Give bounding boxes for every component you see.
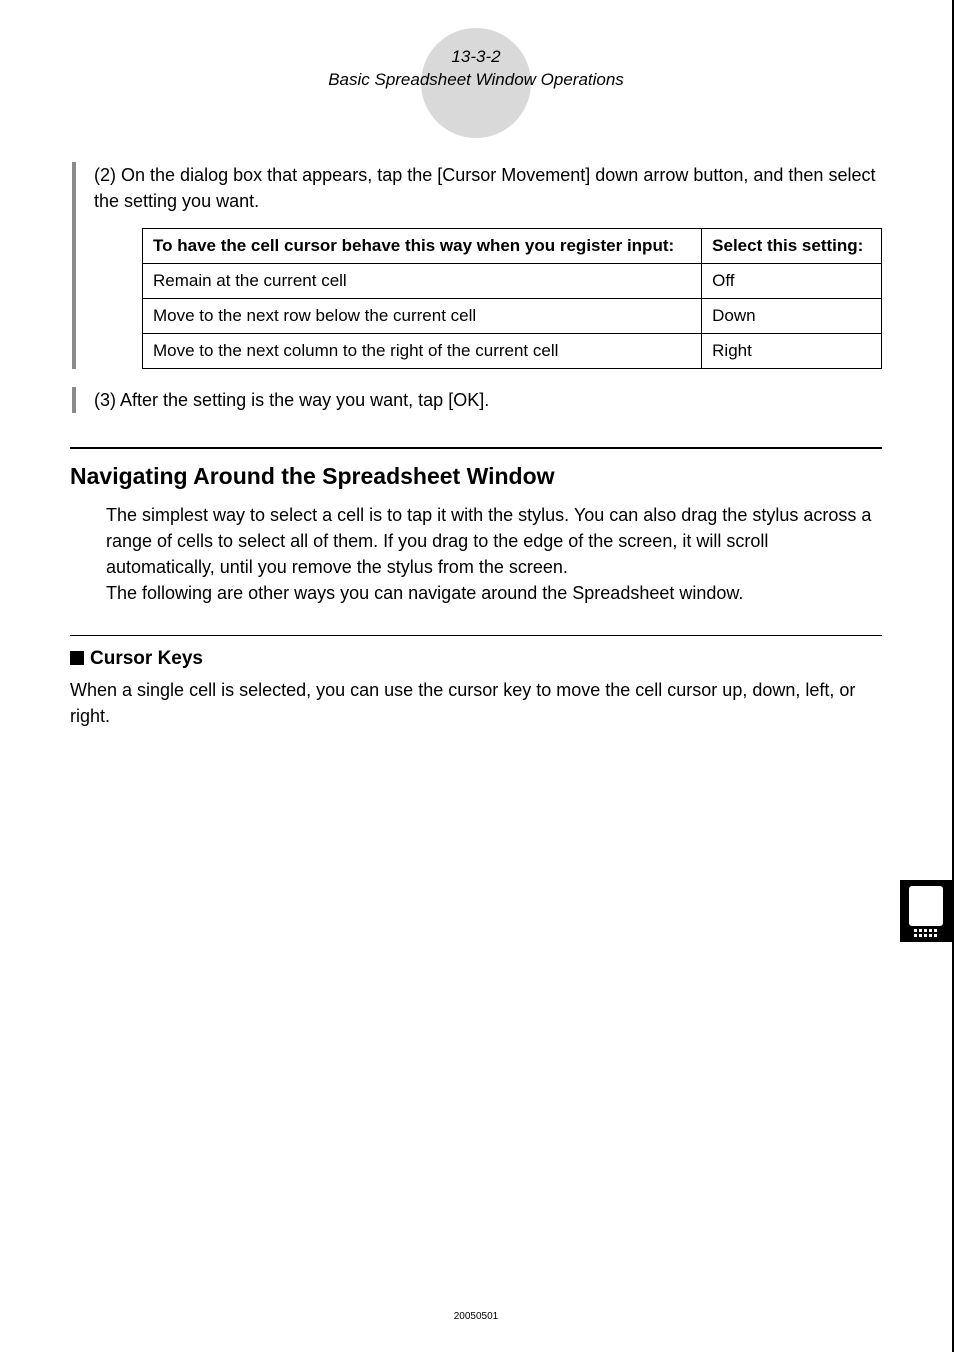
subsection-divider: [70, 635, 882, 636]
table-cell-setting: Down: [702, 299, 882, 334]
navigating-paragraph-1: The simplest way to select a cell is to …: [106, 502, 882, 580]
step-3-body: After the setting is the way you want, t…: [120, 390, 489, 410]
table-cell-behave: Move to the next row below the current c…: [143, 299, 702, 334]
table-row: Move to the next row below the current c…: [143, 299, 882, 334]
square-bullet-icon: [70, 649, 84, 671]
table-cell-behave: Move to the next column to the right of …: [143, 334, 702, 369]
device-screen-icon: [909, 886, 943, 926]
step-3-label: (3): [94, 390, 116, 410]
cursor-keys-body: When a single cell is selected, you can …: [70, 677, 882, 729]
table-header-behave: To have the cell cursor behave this way …: [143, 229, 702, 264]
footer-code: 20050501: [454, 1311, 499, 1322]
chapter-title: Basic Spreadsheet Window Operations: [70, 69, 882, 92]
table-header-row: To have the cell cursor behave this way …: [143, 229, 882, 264]
step-2-text: (2) On the dialog box that appears, tap …: [94, 162, 882, 214]
cursor-keys-heading-text: Cursor Keys: [90, 648, 203, 669]
table-header-setting: Select this setting:: [702, 229, 882, 264]
step-2-label: (2): [94, 165, 116, 185]
cursor-keys-heading: Cursor Keys: [70, 648, 882, 671]
step-3-block: (3) After the setting is the way you wan…: [72, 387, 882, 413]
step-2-body: On the dialog box that appears, tap the …: [94, 165, 875, 211]
table-row: Move to the next column to the right of …: [143, 334, 882, 369]
chapter-reference: 13-3-2: [70, 46, 882, 69]
step-2-block: (2) On the dialog box that appears, tap …: [72, 162, 882, 369]
section-divider: [70, 447, 882, 449]
table-cell-setting: Right: [702, 334, 882, 369]
navigating-heading: Navigating Around the Spreadsheet Window: [70, 463, 882, 490]
cursor-movement-settings-table: To have the cell cursor behave this way …: [142, 228, 882, 369]
table-cell-behave: Remain at the current cell: [143, 264, 702, 299]
page-header: 13-3-2 Basic Spreadsheet Window Operatio…: [70, 46, 882, 92]
navigating-paragraph-2: The following are other ways you can nav…: [106, 580, 882, 606]
device-keypad-icon: [914, 929, 938, 937]
step-3-text: (3) After the setting is the way you wan…: [94, 387, 882, 413]
device-icon: [900, 880, 952, 942]
table-row: Remain at the current cell Off: [143, 264, 882, 299]
table-cell-setting: Off: [702, 264, 882, 299]
